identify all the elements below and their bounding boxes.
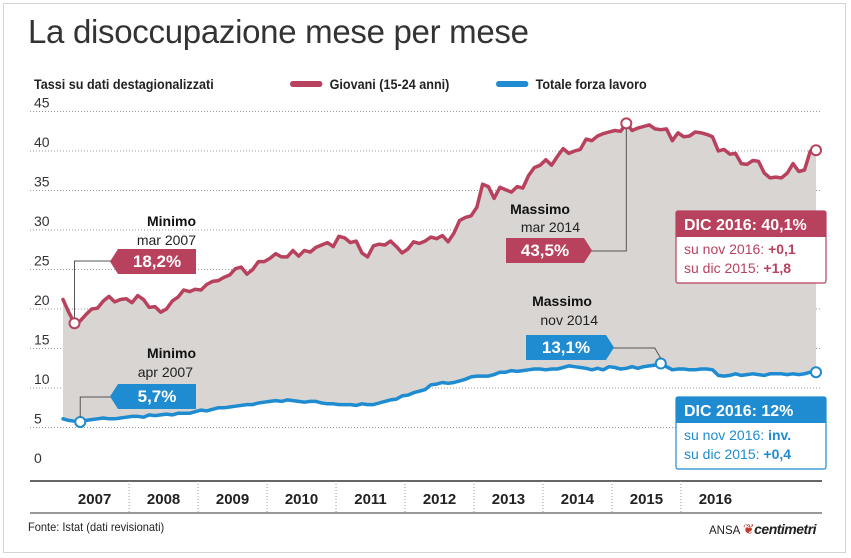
y-tick-label: 35: [34, 174, 50, 190]
y-tick-label: 45: [34, 95, 50, 111]
credit-brand: ❦centimetri: [742, 521, 817, 537]
tag-giovani-min-bg: [110, 249, 196, 274]
box-giovani-line1: su nov 2016: +0,1: [684, 241, 796, 257]
leader-giovani-max: [590, 128, 627, 252]
leader-totale-max: [606, 347, 662, 359]
marker-totale-max: [654, 357, 667, 370]
x-tick-label: 2013: [492, 491, 525, 508]
x-tick-label: 2007: [78, 491, 111, 508]
series-line-totale: [61, 361, 818, 424]
tag-giovani-max-text: 43,5%: [521, 241, 569, 260]
y-tick-label: 0: [34, 450, 42, 466]
area-between-series: [63, 123, 816, 423]
tag-totale-max-bg: [526, 335, 614, 360]
box-giovani-line1-label: su nov 2016:: [684, 241, 768, 257]
x-tick-label: 2010: [285, 491, 318, 508]
tag-totale-min-bg: [110, 384, 196, 409]
x-tick-label: 2014: [561, 491, 595, 508]
annotation-totale-min-date: apr 2007: [138, 364, 193, 380]
series-line-giovani: [61, 121, 818, 325]
chart-subtitle: Tassi su dati destagionalizzati: [34, 76, 214, 92]
marker-giovani-max: [620, 117, 633, 130]
tag-giovani-min-text: 18,2%: [133, 252, 181, 271]
y-tick-label: 30: [34, 213, 50, 229]
legend-giovani-label: Giovani (15-24 anni): [329, 76, 450, 92]
annotation-totale-min-label: Minimo: [147, 345, 196, 361]
tag-giovani-max-bg: [506, 238, 592, 263]
y-tick-label: 20: [34, 292, 50, 308]
annotation-giovani-min-label: Minimo: [147, 213, 196, 229]
legend-giovani: Giovani (15-24 anni): [290, 76, 449, 92]
box-totale-line2: su dic 2015: +0,4: [684, 446, 791, 462]
leader-giovani-min: [73, 260, 118, 319]
annotation-totale-max-label: Massimo: [532, 293, 592, 309]
credit-agency: ANSA: [709, 525, 740, 537]
x-tick-label: 2012: [423, 491, 456, 508]
y-tick-label: 10: [34, 371, 50, 387]
box-totale-line1-value: inv.: [768, 427, 791, 443]
box-totale-line1-label: su nov 2016:: [684, 427, 768, 443]
box-giovani-line2-label: su dic 2015:: [684, 260, 763, 276]
marker-totale-min: [74, 415, 87, 428]
marker-totale-last: [810, 366, 822, 379]
box-totale-line1: su nov 2016: inv.: [684, 427, 791, 443]
y-tick-label: 5: [34, 411, 42, 427]
y-tick-label: 25: [34, 253, 50, 269]
x-tick-label: 2011: [354, 491, 387, 508]
annotation-giovani-max-label: Massimo: [510, 201, 570, 217]
legend-totale: Totale forza lavoro: [496, 76, 647, 92]
leader-totale-min: [79, 396, 118, 417]
legend-totale-label: Totale forza lavoro: [535, 76, 647, 92]
x-tick-label: 2016: [699, 491, 732, 508]
box-giovani-head-text: DIC 2016: 40,1%: [684, 217, 807, 234]
x-tick-label: 2015: [630, 491, 663, 508]
y-tick-label: 40: [34, 134, 50, 150]
chart-title: La disoccupazione mese per mese: [28, 13, 529, 50]
annotation-giovani-min-date: mar 2007: [137, 232, 196, 248]
annotation-totale-max-date: nov 2014: [540, 312, 598, 328]
x-tick-label: 2009: [216, 491, 249, 508]
box-giovani-header: [676, 211, 826, 237]
marker-giovani-last: [810, 144, 822, 157]
source-note: Fonte: Istat (dati revisionati): [28, 520, 165, 534]
marker-giovani-min: [68, 317, 81, 330]
legend-giovani-swatch: [290, 81, 323, 87]
tag-totale-min-text: 5,7%: [138, 387, 177, 406]
credit: ANSA ❦centimetri: [709, 521, 817, 538]
y-tick-label: 15: [34, 332, 50, 348]
box-totale-line2-value: +0,4: [763, 446, 791, 462]
legend-totale-swatch: [496, 81, 529, 87]
box-giovani-line2: su dic 2015: +1,8: [684, 260, 791, 276]
box-totale-line2-label: su dic 2015:: [684, 446, 763, 462]
box-giovani-line2-value: +1,8: [763, 260, 791, 276]
annotation-giovani-max-date: mar 2014: [521, 219, 580, 235]
box-totale-head-text: DIC 2016: 12%: [684, 403, 793, 420]
box-giovani-line1-value: +0,1: [768, 241, 796, 257]
tag-totale-max-text: 13,1%: [542, 338, 590, 357]
x-tick-label: 2008: [147, 491, 180, 508]
box-totale-header: [676, 397, 826, 423]
